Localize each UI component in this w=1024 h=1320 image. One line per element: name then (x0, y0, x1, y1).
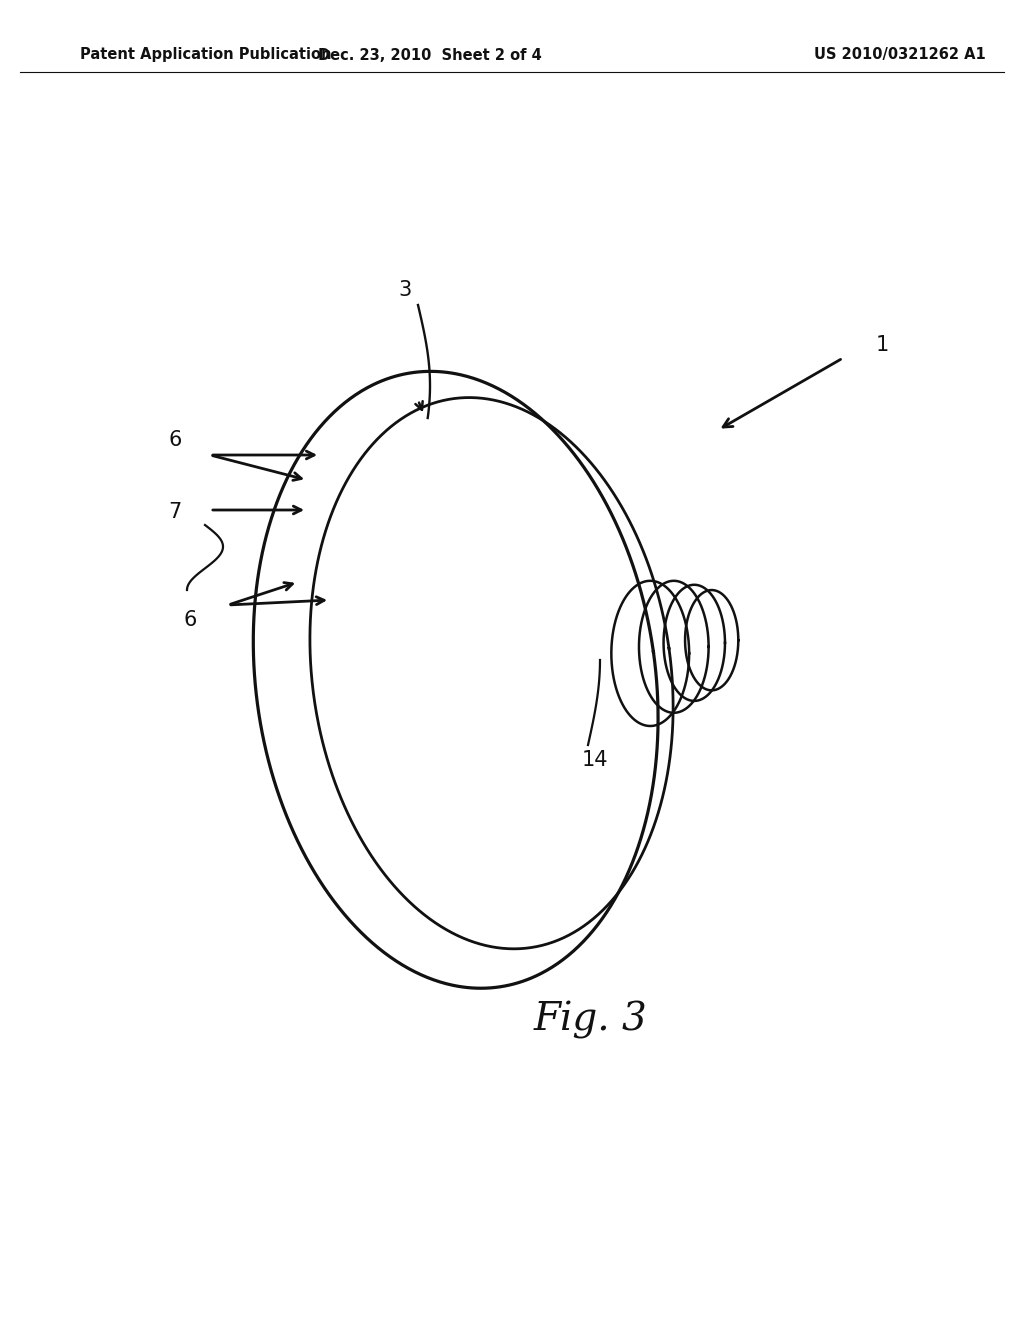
Text: Dec. 23, 2010  Sheet 2 of 4: Dec. 23, 2010 Sheet 2 of 4 (318, 48, 542, 62)
Text: Fig. 3: Fig. 3 (534, 1001, 647, 1039)
Text: US 2010/0321262 A1: US 2010/0321262 A1 (814, 48, 986, 62)
Text: 14: 14 (582, 750, 608, 770)
Text: 6: 6 (183, 610, 197, 630)
Text: Patent Application Publication: Patent Application Publication (80, 48, 332, 62)
Text: 3: 3 (398, 280, 412, 300)
Text: 1: 1 (876, 335, 889, 355)
Text: 7: 7 (168, 502, 181, 521)
Text: 6: 6 (168, 430, 181, 450)
